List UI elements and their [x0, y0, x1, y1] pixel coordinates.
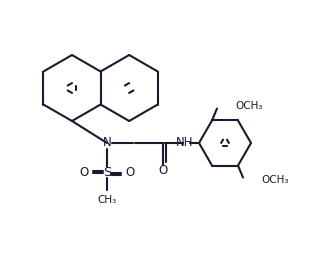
Text: OCH₃: OCH₃: [261, 174, 288, 185]
Text: O: O: [79, 167, 89, 180]
Text: O: O: [158, 164, 168, 177]
Text: N: N: [103, 136, 111, 149]
Text: O: O: [126, 167, 135, 180]
Text: NH: NH: [176, 136, 194, 149]
Text: OCH₃: OCH₃: [235, 102, 262, 111]
Text: CH₃: CH₃: [97, 195, 117, 205]
Text: S: S: [103, 167, 111, 180]
